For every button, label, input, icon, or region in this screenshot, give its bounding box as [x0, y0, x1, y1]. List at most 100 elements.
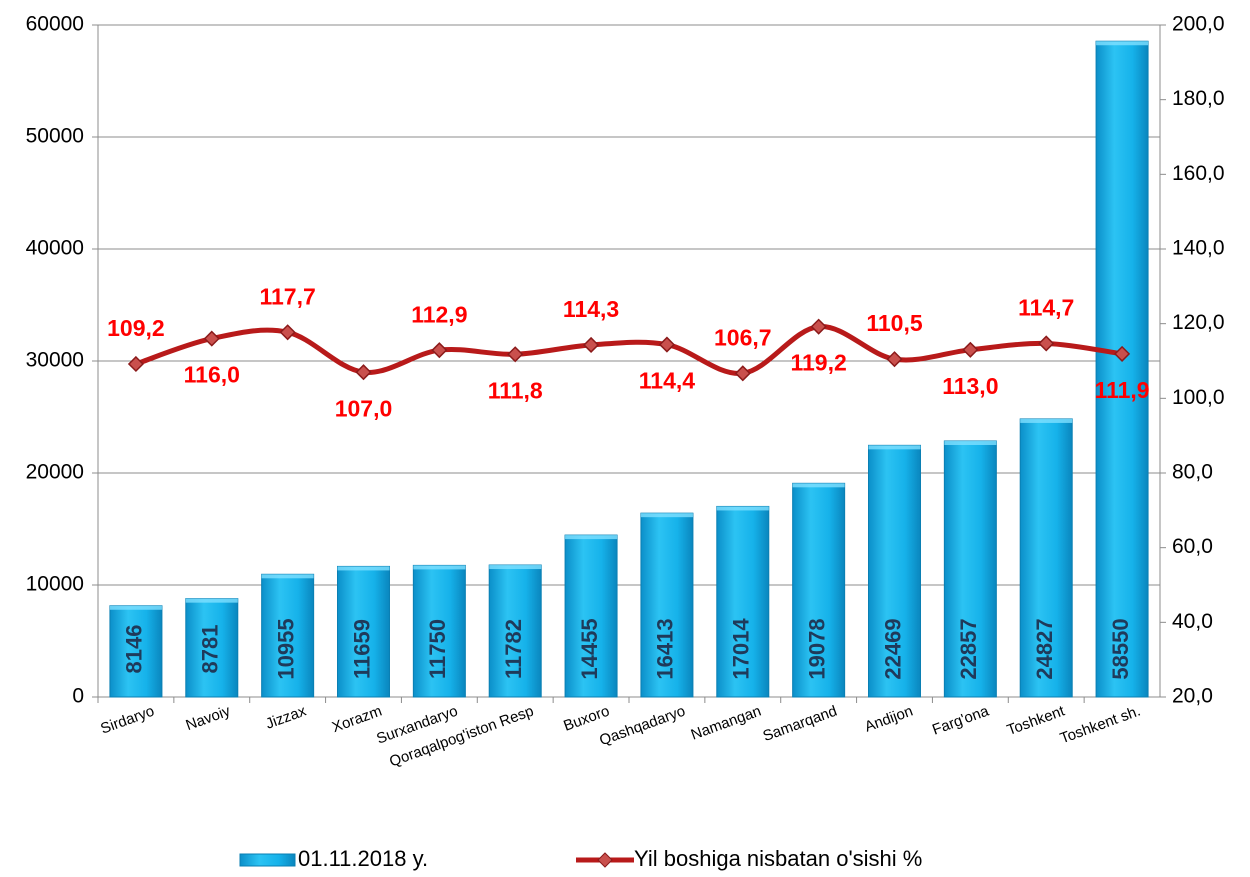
- y2-tick-label: 120,0: [1172, 311, 1225, 334]
- y2-tick-label: 180,0: [1172, 87, 1225, 110]
- bar-value-label: 10955: [273, 618, 298, 679]
- bar-cap: [792, 483, 845, 488]
- line-value-label: 111,8: [488, 377, 543, 403]
- line-marker: [810, 318, 827, 335]
- bar-value-label: 14455: [577, 618, 602, 679]
- line-marker: [658, 336, 675, 353]
- line-value-label: 116,0: [184, 362, 240, 388]
- y2-tick-label: 100,0: [1172, 386, 1225, 409]
- bar-value-label: 58550: [1108, 618, 1133, 679]
- y2-tick-label: 20,0: [1172, 685, 1213, 708]
- x-tick-label: Farg'ona: [930, 702, 992, 738]
- line-marker: [962, 341, 979, 358]
- bar: [716, 505, 770, 698]
- line-value-label: 109,2: [107, 315, 165, 341]
- bar-value-label: 8146: [122, 625, 147, 674]
- bar-cap: [640, 513, 693, 518]
- y-tick-label: 10000: [26, 573, 84, 596]
- y2-tick-label: 140,0: [1172, 237, 1225, 260]
- x-tick-label: Navoiy: [184, 702, 233, 734]
- line-marker: [355, 364, 372, 381]
- bar: [564, 534, 618, 698]
- y2-tick-label: 60,0: [1172, 535, 1213, 558]
- bar-value-label: 24827: [1032, 618, 1057, 679]
- bar: [640, 512, 694, 698]
- x-tick-label: Samarqand: [761, 703, 840, 746]
- line-value-label: 110,5: [866, 310, 922, 336]
- line-marker: [583, 336, 600, 354]
- line-value-label: 117,7: [259, 283, 315, 309]
- x-tick-label: Toshkent sh.: [1058, 703, 1143, 748]
- bar: [943, 440, 997, 698]
- y2-tick-label: 40,0: [1172, 610, 1213, 633]
- bar-value-label: 8781: [198, 625, 223, 674]
- bar-cap: [261, 574, 314, 579]
- y-tick-label: 0: [72, 685, 84, 708]
- line-value-label: 114,3: [563, 296, 619, 322]
- x-tick-label: Jizzax: [263, 702, 308, 732]
- bar-cap: [565, 535, 618, 540]
- x-tick-label: Sirdaryo: [98, 703, 156, 738]
- legend-swatch: [239, 853, 296, 867]
- bar-value-label: 22857: [956, 618, 981, 679]
- bar-value-label: 16413: [653, 618, 678, 679]
- bar-cap: [716, 506, 769, 511]
- bar: [488, 564, 542, 698]
- bar-cap: [413, 565, 466, 570]
- line-marker: [886, 351, 903, 368]
- line-marker: [1114, 345, 1131, 362]
- x-tick-label: Andijon: [862, 703, 915, 736]
- bar-cap: [109, 605, 162, 610]
- line-value-label: 113,0: [942, 373, 998, 399]
- line-marker: [507, 346, 524, 363]
- y-tick-label: 30000: [26, 349, 84, 372]
- bar-value-label: 11750: [425, 619, 450, 679]
- y-tick-label: 20000: [26, 461, 84, 484]
- bar-value-label: 11659: [349, 619, 374, 679]
- y2-tick-label: 200,0: [1172, 13, 1225, 36]
- line-marker: [127, 355, 144, 373]
- line-value-label: 107,0: [335, 395, 393, 421]
- bar-cap: [868, 445, 921, 450]
- bar: [337, 565, 390, 698]
- bar-cap: [185, 598, 238, 603]
- y2-tick-label: 160,0: [1172, 162, 1225, 185]
- y-tick-label: 60000: [26, 13, 84, 36]
- bar: [792, 482, 846, 698]
- line-value-label: 119,2: [790, 350, 846, 376]
- line-value-label: 111,9: [1095, 377, 1150, 403]
- bar-cap: [1020, 418, 1073, 423]
- legend-marker: [597, 852, 613, 868]
- bar: [109, 605, 163, 698]
- line: [135, 324, 1123, 376]
- bar-cap: [944, 441, 997, 446]
- bar-value-label: 19078: [804, 618, 829, 679]
- bar-value-label: 17014: [729, 618, 754, 680]
- line-value-label: 114,4: [639, 368, 695, 394]
- bar-value-label: 22469: [880, 618, 905, 679]
- bar: [412, 564, 466, 698]
- bar: [261, 573, 315, 698]
- bar-cap: [1096, 41, 1149, 46]
- legend-label: 01.11.2018 y.: [298, 846, 428, 871]
- line-marker: [1038, 335, 1055, 352]
- x-tick-label: Qashqadaryo: [597, 703, 687, 750]
- legend-label: Yil boshiga nisbatan o'sishi %: [634, 846, 922, 871]
- y-tick-label: 40000: [26, 237, 84, 260]
- bar-cap: [337, 566, 390, 571]
- bar-value-label: 11782: [501, 619, 526, 679]
- bar: [1095, 40, 1149, 698]
- y-tick-label: 50000: [26, 125, 84, 148]
- line-value-label: 114,7: [1018, 295, 1074, 321]
- line-marker: [734, 365, 751, 382]
- line-value-label: 106,7: [714, 324, 772, 350]
- line-marker: [431, 342, 448, 359]
- line-marker: [203, 330, 220, 347]
- x-tick-label: Namangan: [689, 703, 764, 744]
- line-value-label: 112,9: [411, 301, 467, 327]
- y2-tick-label: 80,0: [1172, 461, 1213, 484]
- bar: [1019, 418, 1073, 698]
- bar-cap: [489, 565, 542, 570]
- line-marker: [279, 324, 296, 341]
